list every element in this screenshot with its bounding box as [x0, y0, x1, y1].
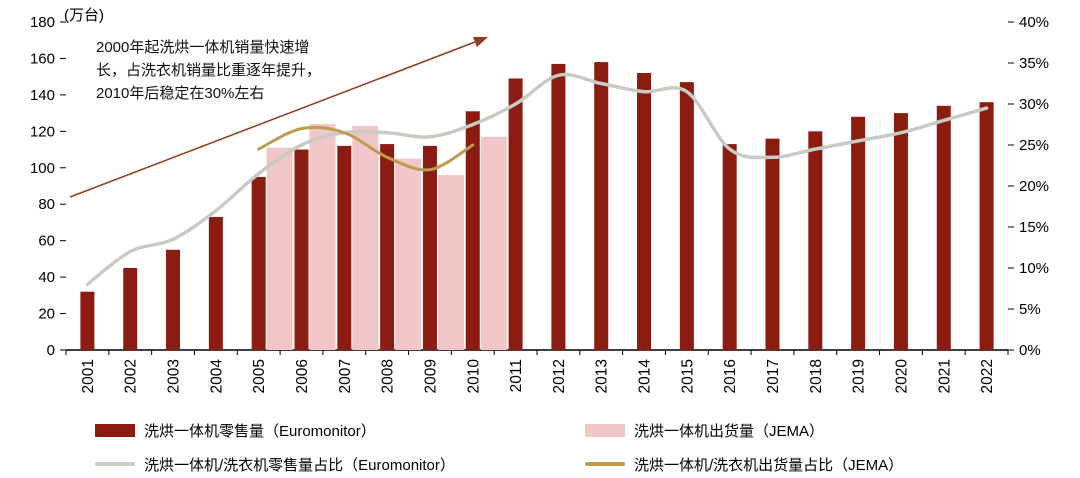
bars-shipment-jema	[266, 124, 507, 351]
x-axis-year-label: 2014	[637, 359, 654, 394]
legend-label-shipment-volume: 洗烘一体机出货量（JEMA）	[634, 422, 825, 440]
bar-shipment	[395, 158, 422, 350]
right-axis-tick-label: 0%	[1019, 342, 1041, 359]
left-axis-tick-label: 120	[30, 123, 55, 140]
legend-swatch-retail-volume	[95, 423, 135, 437]
x-axis-year-label: 2001	[80, 359, 97, 393]
x-axis-year-label: 2008	[380, 359, 397, 393]
annotation-arrow-head	[473, 36, 488, 48]
x-axis-year-label: 2022	[979, 359, 996, 393]
left-axis-tick-label: 0	[47, 342, 55, 359]
legend-item-shipment-share: 洗烘一体机/洗衣机出货量占比（JEMA）	[585, 454, 903, 474]
bar-retail	[337, 145, 352, 350]
bar-retail	[893, 113, 908, 350]
legend-swatch-retail-share	[95, 462, 135, 466]
bar-shipment	[352, 125, 379, 350]
x-axis-year-label: 2003	[166, 359, 183, 393]
right-axis-tick-label: 25%	[1019, 137, 1049, 154]
bar-retail	[251, 176, 266, 350]
chart-canvas: 0 20 40 60 80 100 120 140 160 180 0% 5% 10% 15% 20% 25%…	[30, 14, 1049, 394]
bar-retail	[508, 78, 523, 350]
chart-annotation: 2000年起洗烘一体机销量快速增 长，占洗衣机销量比重逐年提升， 2010年后稳…	[96, 36, 321, 105]
x-axis-year-label: 2004	[208, 359, 225, 394]
bar-retail	[679, 82, 694, 350]
left-axis-tick-label: 160	[30, 50, 55, 67]
bar-retail	[380, 144, 395, 350]
legend-item-retail-volume: 洗烘一体机零售量（Euromonitor）	[95, 420, 376, 440]
bar-retail	[936, 105, 951, 350]
left-axis-tick-label: 100	[30, 160, 55, 177]
x-axis-year-label: 2011	[508, 359, 525, 392]
x-axis-year-label: 2002	[123, 359, 140, 393]
legend-label-shipment-share: 洗烘一体机/洗衣机出货量占比（JEMA）	[634, 456, 904, 474]
bar-retail	[551, 63, 566, 351]
legend-swatch-shipment-share	[585, 462, 625, 466]
annotation-line-2: 长，占洗衣机销量比重逐年提升，	[96, 62, 322, 79]
left-axis-unit-label: (万台)	[64, 7, 104, 24]
bar-retail	[465, 111, 480, 351]
bars-retail-euromonitor	[80, 62, 994, 351]
bar-retail	[422, 145, 437, 350]
line-retail-share	[85, 72, 989, 287]
x-axis-year-label: 2019	[851, 359, 868, 393]
x-axis-year-label: 2012	[551, 359, 568, 393]
bar-retail	[294, 149, 309, 350]
left-axis-tick-label: 60	[38, 233, 55, 250]
right-axis-tick-label: 20%	[1019, 178, 1049, 195]
legend-item-shipment-volume: 洗烘一体机出货量（JEMA）	[585, 420, 824, 440]
legend-label-retail-volume: 洗烘一体机零售量（Euromonitor）	[144, 422, 376, 440]
legend-label-retail-share: 洗烘一体机/洗衣机零售量占比（Euromonitor）	[144, 456, 455, 474]
right-axis-tick-label: 30%	[1019, 96, 1049, 113]
bar-retail	[851, 116, 866, 350]
left-axis-tick-label: 180	[30, 14, 55, 31]
annotation-line-3: 2010年后稳定在30%左右	[96, 85, 265, 102]
bar-retail	[979, 102, 994, 350]
right-axis-tick-label: 15%	[1019, 219, 1049, 236]
left-axis-tick-label: 20	[38, 306, 55, 323]
chart-legend: 洗烘一体机零售量（Euromonitor） 洗烘一体机出货量（JEMA） 洗烘一…	[0, 415, 1080, 478]
x-axis-year-label: 2006	[294, 359, 311, 393]
legend-item-retail-share: 洗烘一体机/洗衣机零售量占比（Euromonitor）	[95, 454, 455, 474]
bar-retail	[80, 291, 95, 350]
annotation-line-1: 2000年起洗烘一体机销量快速增	[96, 39, 310, 56]
bar-retail	[208, 216, 223, 350]
x-axis-year-label: 2005	[251, 359, 268, 393]
right-axis-tick-label: 5%	[1019, 301, 1041, 318]
bar-shipment	[437, 175, 464, 350]
x-axis-year-label: 2007	[337, 359, 354, 393]
x-axis-year-label: 2020	[893, 359, 910, 394]
right-axis-tick-label: 35%	[1019, 55, 1049, 72]
right-axis-tick-label: 40%	[1019, 14, 1049, 31]
bar-retail	[123, 268, 138, 350]
x-axis-year-label: 2010	[465, 359, 482, 394]
left-axis-tick-label: 80	[38, 196, 55, 213]
bar-shipment	[266, 147, 293, 350]
bar-retail	[722, 144, 737, 350]
x-axis-year-label: 2013	[594, 359, 611, 393]
bar-retail	[637, 73, 652, 351]
right-axis-tick-label: 10%	[1019, 260, 1049, 277]
x-axis-year-label: 2015	[679, 359, 696, 393]
bar-retail	[765, 138, 780, 350]
left-axis-tick-label: 140	[30, 87, 55, 104]
bar-shipment	[480, 136, 507, 350]
x-axis-year-label: 2016	[722, 359, 739, 393]
x-axis-year-label: 2017	[765, 359, 782, 393]
x-axis-year-label: 2009	[422, 359, 439, 393]
bar-retail	[166, 249, 181, 350]
annotation-arrow-line	[69, 41, 476, 198]
x-axis-year-label: 2018	[808, 359, 825, 393]
bar-shipment	[309, 124, 336, 351]
line-shipment-share	[257, 125, 475, 172]
left-axis-tick-label: 40	[38, 269, 55, 286]
legend-swatch-shipment-volume	[585, 423, 625, 437]
x-axis-year-label: 2021	[936, 359, 953, 393]
bar-retail	[808, 131, 823, 350]
bar-retail	[594, 62, 609, 350]
